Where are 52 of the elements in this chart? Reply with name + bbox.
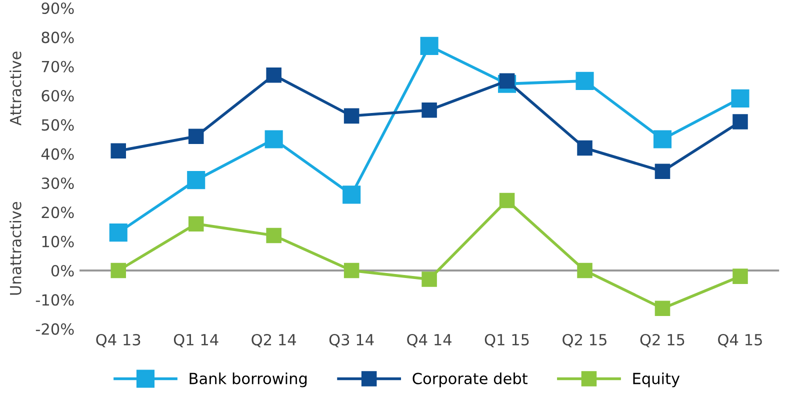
point (654, 300, 670, 316)
x-tick-label: Q2 15 (562, 334, 606, 348)
x-tick-label: Q2 15 (640, 334, 684, 348)
y-tick-label: 90% (42, 2, 74, 14)
point (577, 140, 592, 156)
y-tick-label: 0% (51, 264, 74, 277)
x-tick-label: Q1 14 (174, 334, 218, 348)
y-tick-label: 40% (41, 148, 74, 160)
y-tick-label: 50% (42, 119, 74, 131)
point (653, 130, 672, 148)
point (187, 171, 206, 190)
point (732, 268, 748, 284)
point (577, 262, 592, 278)
point (422, 102, 437, 118)
point (188, 128, 204, 144)
legend-label: Bank borrowing (190, 372, 307, 388)
point (422, 272, 437, 287)
point (731, 89, 750, 108)
point (576, 72, 594, 90)
point (264, 130, 283, 148)
x-tick-label: Q3 14 (329, 334, 374, 348)
x-tick-label: Q4 15 (718, 334, 762, 348)
y-tick-label: -10% (36, 294, 74, 306)
y-tick-label: 20% (42, 206, 74, 218)
point (110, 262, 126, 278)
point (499, 73, 515, 89)
x-tick-label: Q2 14 (252, 334, 296, 348)
legend-label: Corporate debt (412, 372, 528, 388)
point (266, 67, 282, 83)
x-tick-label: Q4 13 (96, 334, 140, 348)
point (110, 143, 126, 159)
point (499, 192, 515, 208)
y-tick-label: 70% (42, 60, 74, 72)
y-tick-label: 60% (42, 90, 74, 102)
text: Unattractive (10, 202, 22, 295)
point (109, 224, 128, 242)
y-tick-label: 80% (42, 32, 74, 44)
x-tick-label: Q1 15 (484, 334, 529, 348)
x-tick-label: Q4 14 (407, 334, 452, 348)
text: Attractive (10, 52, 22, 126)
y-tick-label: 10% (42, 236, 74, 248)
y-tick-label: -20% (36, 323, 74, 335)
point (420, 36, 438, 55)
point (342, 186, 361, 204)
y-tick-label: 30% (42, 177, 74, 190)
point (654, 164, 670, 179)
legend-label: Equity (633, 372, 680, 388)
point (266, 228, 282, 244)
point (344, 108, 360, 124)
point (344, 262, 360, 278)
point (188, 216, 204, 232)
point (732, 114, 748, 130)
